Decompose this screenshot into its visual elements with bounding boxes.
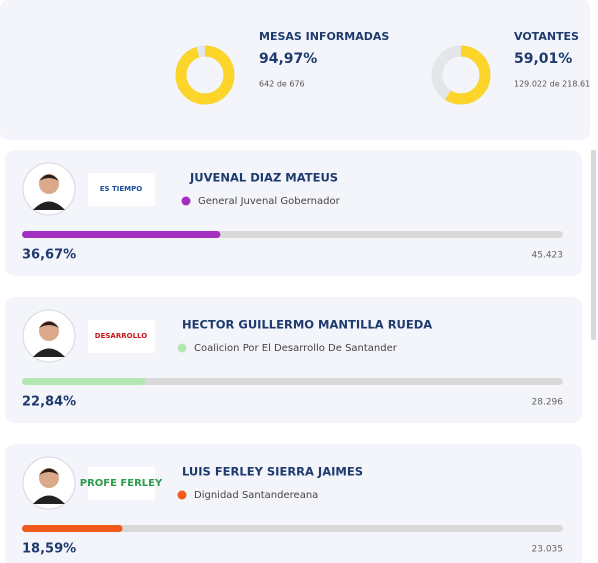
photo-body (33, 348, 65, 357)
candidate-name: LUIS FERLEY SIERRA JAIMES (182, 465, 363, 479)
candidate-card (5, 444, 582, 563)
candidate-photo (22, 162, 76, 216)
stat-detail: 129.022 de 218.61 (514, 80, 590, 89)
party-logo-text: DESARROLLO (95, 332, 147, 340)
candidate-card (5, 150, 582, 276)
photo-body (33, 495, 65, 504)
party-logo (88, 173, 155, 206)
stat-label: MESAS INFORMADAS (259, 30, 389, 43)
party-name: General Juvenal Gobernador (198, 196, 341, 207)
stat-percent: 59,01% (514, 51, 572, 67)
candidate-name: JUVENAL DIAZ MATEUS (189, 171, 338, 185)
candidate-name: HECTOR GUILLERMO MANTILLA RUEDA (182, 318, 432, 332)
vote-count: 28.296 (532, 398, 564, 408)
candidate-photo (22, 456, 76, 510)
party-logo-text: ES TIEMPO (100, 185, 143, 193)
vote-count: 23.035 (532, 545, 564, 555)
stat-detail: 642 de 676 (259, 80, 305, 89)
progress-bar (22, 231, 221, 238)
progress-bar (22, 525, 123, 532)
candidate-photo (22, 309, 76, 363)
party-logo (88, 320, 155, 353)
summary-panel (0, 0, 590, 140)
stat-label: VOTANTES (514, 30, 579, 43)
party-dot (177, 343, 187, 353)
party-dot (177, 490, 187, 500)
vote-percent: 36,67% (22, 248, 76, 263)
progress-track (22, 525, 563, 532)
candidate-card (5, 297, 582, 423)
photo-face (39, 321, 59, 341)
progress-bar (22, 378, 146, 385)
party-name: Coalicion Por El Desarrollo De Santander (194, 343, 398, 354)
photo-face (39, 174, 59, 194)
photo-face (39, 468, 59, 488)
photo-body (33, 201, 65, 210)
photo-hair (39, 174, 59, 181)
party-dot (181, 196, 191, 206)
photo-hair (39, 321, 59, 328)
scrollbar[interactable] (591, 150, 596, 340)
party-logo-text: PROFE FERLEY (80, 478, 163, 489)
party-logo (88, 467, 155, 500)
donut-arc (431, 45, 491, 105)
donut-arc (175, 45, 235, 105)
vote-count: 45.423 (532, 251, 564, 261)
party-name: Dignidad Santandereana (194, 490, 318, 501)
progress-track (22, 378, 563, 385)
stat-percent: 94,97% (259, 51, 317, 67)
vote-percent: 18,59% (22, 542, 76, 557)
photo-hair (39, 468, 59, 475)
vote-percent: 22,84% (22, 395, 76, 410)
